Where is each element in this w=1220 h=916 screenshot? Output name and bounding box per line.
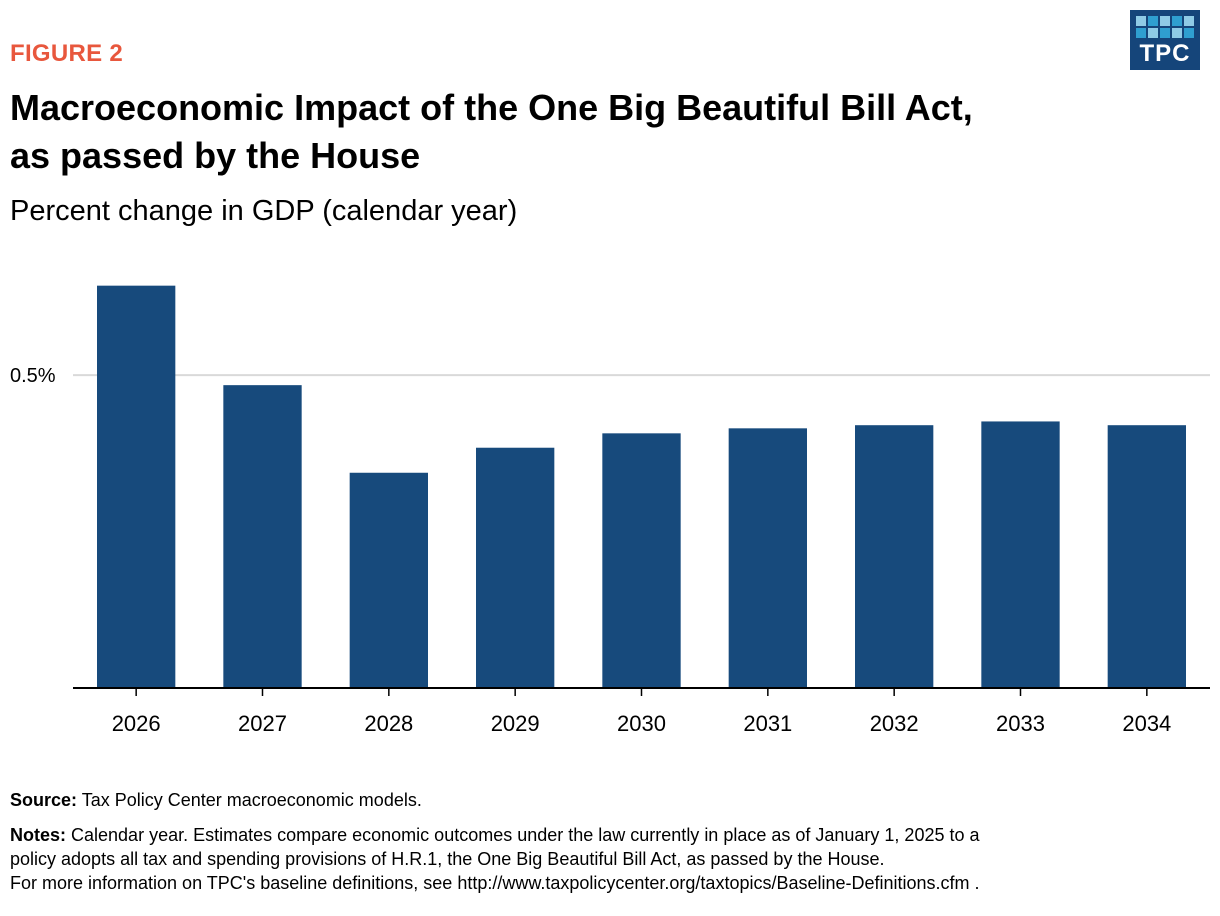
x-tick-label: 2028 <box>364 711 413 736</box>
bar-2026 <box>97 285 176 688</box>
source-text: Tax Policy Center macroeconomic models. <box>77 790 422 810</box>
x-tick-label: 2027 <box>238 711 287 736</box>
logo-grid-icon <box>1136 16 1194 38</box>
figure-label: FIGURE 2 <box>10 40 124 67</box>
bar-2029 <box>476 447 555 688</box>
x-tick-label: 2031 <box>743 711 792 736</box>
x-tick-label: 2034 <box>1122 711 1171 736</box>
source-note: Source: Tax Policy Center macroeconomic … <box>10 790 422 811</box>
notes-label: Notes: <box>10 825 67 845</box>
x-tick-label: 2026 <box>112 711 161 736</box>
bar-2031 <box>728 428 807 688</box>
axis-labels: 0.5% 2026 2027 2028 2029 2030 2031 2032 2033 2034 <box>10 365 1171 736</box>
bar-2027 <box>223 385 302 688</box>
chart-title-line-2: as passed by the House <box>10 135 421 176</box>
bar-2028 <box>349 472 428 688</box>
bar-2030 <box>602 433 681 688</box>
logo-text: TPC <box>1139 40 1191 67</box>
bar-2033 <box>981 421 1060 688</box>
notes-line-3: For more information on TPC's baseline d… <box>10 873 980 893</box>
bars <box>97 285 1186 688</box>
x-tick-label: 2033 <box>996 711 1045 736</box>
chart-title-line-1: Macroeconomic Impact of the One Big Beau… <box>10 87 973 128</box>
x-tick-label: 2030 <box>617 711 666 736</box>
bar-chart: 0.5% 2026 2027 2028 2029 2030 2031 2032 2033 2034 <box>10 285 1210 736</box>
notes: Notes: Calendar year. Estimates compare … <box>10 823 1210 895</box>
bar-2032 <box>855 425 934 688</box>
chart-subtitle: Percent change in GDP (calendar year) <box>10 195 518 227</box>
notes-text-1: Calendar year. Estimates compare economi… <box>66 825 980 845</box>
source-label: Source: <box>10 790 78 810</box>
y-tick-label: 0.5% <box>10 365 56 387</box>
chart-title: Macroeconomic Impact of the One Big Beau… <box>10 84 1090 180</box>
bar-2034 <box>1107 425 1186 688</box>
tpc-logo: TPC <box>1130 10 1200 70</box>
x-tick-label: 2032 <box>870 711 919 736</box>
notes-line-2: policy adopts all tax and spending provi… <box>10 849 885 869</box>
x-tick-label: 2029 <box>491 711 540 736</box>
x-axis <box>73 687 1210 696</box>
notes-line-1: Notes: Calendar year. Estimates compare … <box>10 823 1210 847</box>
